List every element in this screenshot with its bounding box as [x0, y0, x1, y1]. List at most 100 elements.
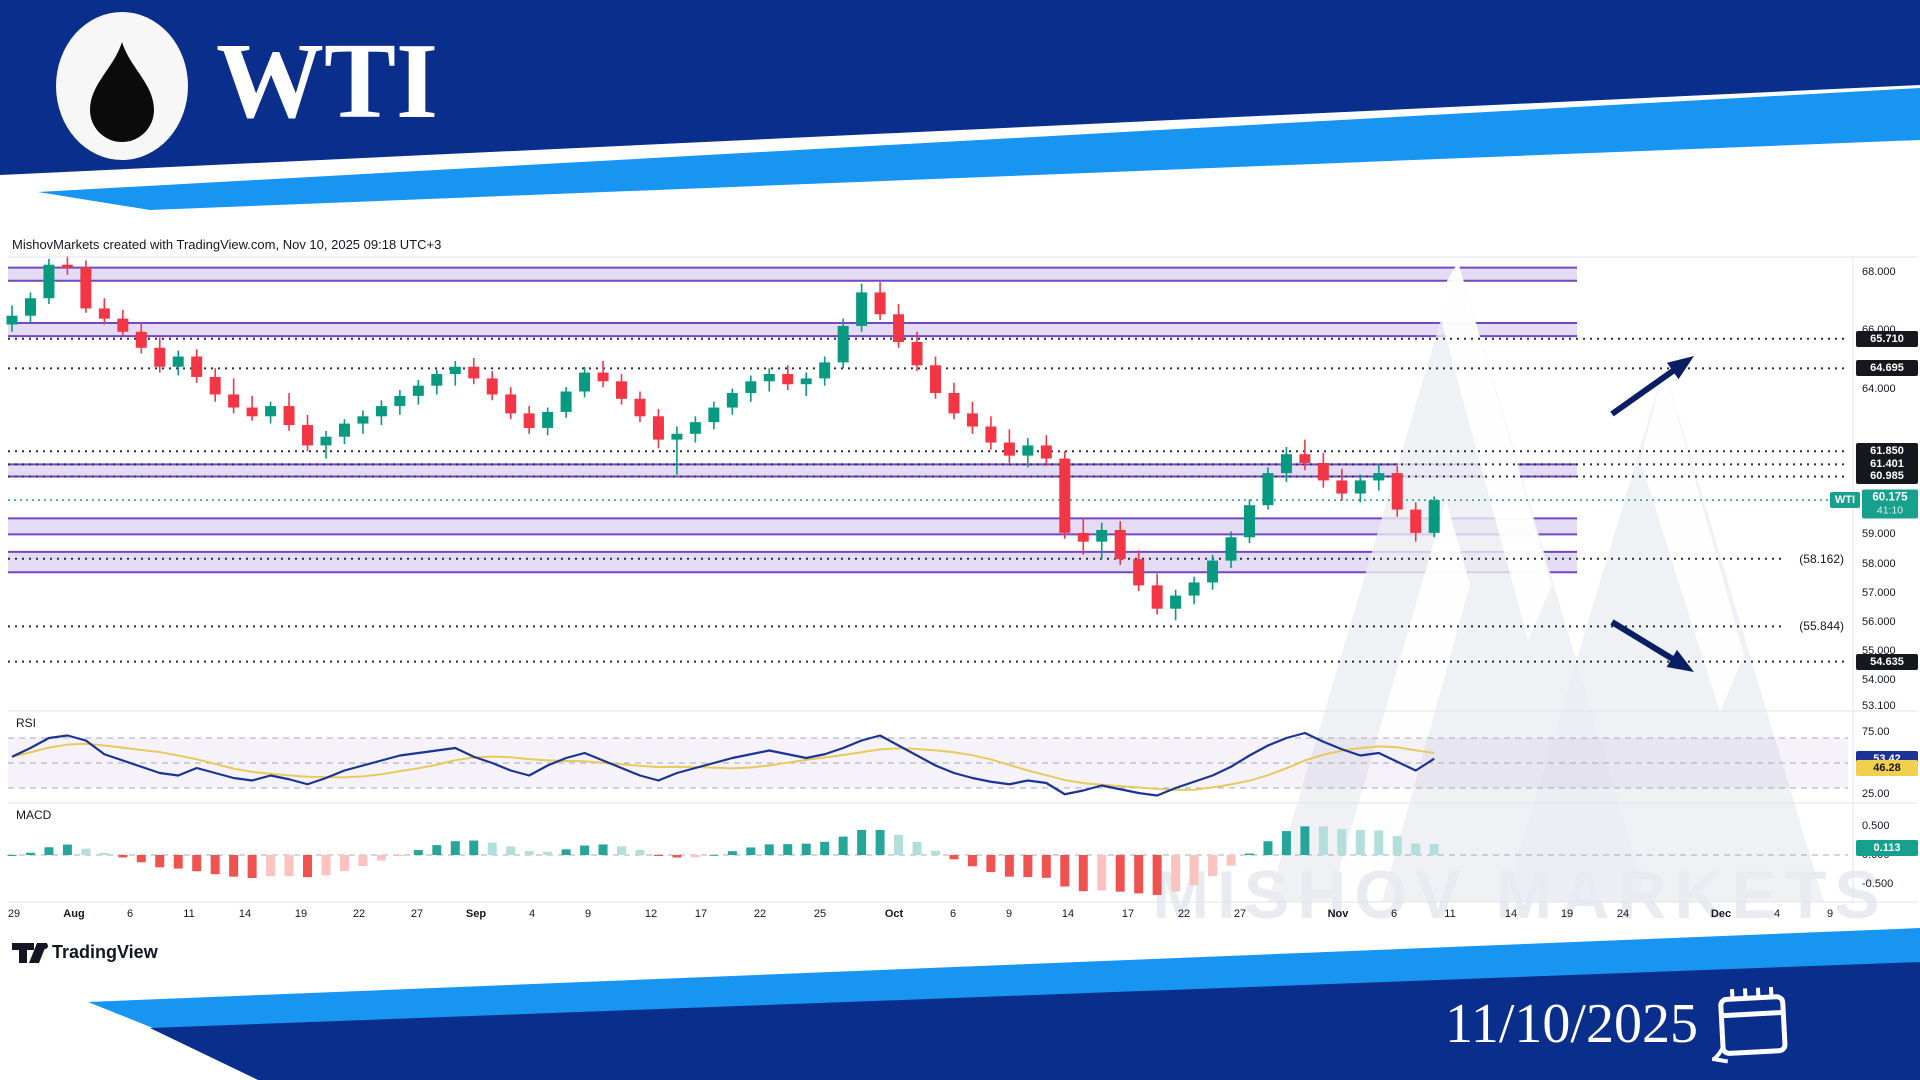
supply-demand-zones-layer — [8, 266, 1577, 574]
zone-rect[interactable] — [8, 464, 1577, 477]
price-level-badge[interactable]: 54.635 — [1856, 653, 1918, 670]
up-arrow-annotation[interactable] — [1610, 356, 1694, 417]
candle-body — [911, 341, 923, 366]
macd-histogram-bar — [764, 844, 774, 855]
date-axis-label: 19 — [1560, 908, 1574, 920]
candle-body — [782, 374, 794, 385]
macd-histogram-bar — [358, 855, 368, 867]
price-level-badge[interactable]: 64.695 — [1856, 360, 1918, 377]
tradingview-brand-text[interactable]: TradingView — [52, 942, 158, 962]
date-axis-label: 9 — [1005, 908, 1013, 920]
macd-histogram-bar — [1171, 855, 1181, 892]
macd-histogram-bar — [1337, 829, 1347, 855]
macd-pane-layer — [7, 826, 1848, 895]
macd-histogram-bar — [1004, 855, 1014, 877]
candle-body — [61, 264, 73, 268]
price-tick-label: 68.000 — [1862, 266, 1896, 278]
date-axis-label: 11 — [183, 908, 195, 920]
rsi-signal-line — [11, 742, 1435, 791]
macd-histogram-bar — [912, 842, 922, 855]
macd-histogram-bar — [173, 855, 183, 869]
macd-histogram-bar — [192, 855, 202, 872]
candle-body — [228, 394, 240, 408]
macd-histogram-bar — [469, 840, 479, 855]
date-axis-label: 6 — [949, 908, 957, 920]
candle-body — [172, 356, 184, 367]
candle-body — [671, 433, 683, 440]
date-axis-label: 27 — [1233, 908, 1247, 920]
price-level-badge[interactable]: 65.710 — [1856, 330, 1918, 347]
candle-body — [579, 372, 591, 392]
macd-histogram-bar — [1023, 855, 1033, 878]
rsi-signal-badge: 46.28 — [1856, 759, 1918, 776]
date-axis-label: 27 — [410, 908, 424, 920]
macd-histogram-bar — [931, 850, 940, 855]
date-axis-label: 14 — [238, 908, 252, 920]
candle-body — [1317, 462, 1329, 481]
candle-body — [320, 436, 332, 446]
candle-body — [948, 392, 960, 414]
candle-body — [412, 385, 424, 396]
date-axis-label: 22 — [1177, 908, 1191, 920]
macd-histogram-bar — [690, 855, 700, 858]
date-axis-label: Dec — [1710, 908, 1732, 920]
zone-rect[interactable] — [8, 518, 1577, 535]
header-banner — [0, 0, 1920, 210]
candle-body — [265, 406, 277, 417]
macd-histogram-bar — [598, 844, 608, 855]
date-axis-label: 22 — [753, 908, 767, 920]
macd-histogram-bar — [506, 846, 516, 855]
price-level-badge[interactable]: 61.401 — [1856, 456, 1918, 473]
macd-histogram-bar — [617, 846, 627, 855]
candle-body — [486, 378, 498, 395]
zone-rect[interactable] — [8, 323, 1577, 337]
macd-histogram-bar — [1208, 855, 1218, 877]
macd-histogram-bar — [875, 829, 885, 855]
candle-body — [302, 425, 314, 446]
macd-tick-label: -0.500 — [1862, 878, 1894, 890]
candle-body — [1354, 480, 1366, 494]
price-level-badge[interactable]: 60.985 — [1856, 468, 1918, 485]
candle-body — [1077, 532, 1089, 542]
candle-body — [117, 318, 129, 332]
date-axis-label: Oct — [884, 908, 904, 920]
date-axis-label: Aug — [63, 908, 85, 920]
macd-histogram-bar — [321, 855, 331, 876]
price-level-badge[interactable]: 61.850 — [1856, 443, 1918, 460]
macd-histogram-bar — [524, 851, 534, 855]
arrow-annotations-layer — [1610, 356, 1694, 672]
candle-body — [1410, 509, 1422, 533]
macd-histogram-bar — [986, 855, 996, 873]
candle-body — [560, 391, 572, 412]
date-axis-label: 14 — [1061, 908, 1075, 920]
candle-body — [652, 416, 664, 440]
price-tick-label: 57.000 — [1862, 586, 1896, 599]
date-axis-label: 17 — [694, 908, 708, 920]
candle-body — [209, 376, 221, 395]
macd-histogram-bar — [1060, 855, 1070, 887]
zone-rect[interactable] — [8, 267, 1577, 281]
macd-histogram-bar — [653, 855, 663, 856]
footer-blue-stripe — [88, 928, 1920, 1030]
candle-body — [542, 411, 554, 428]
down-arrow-annotation[interactable] — [1610, 619, 1694, 672]
macd-histogram-bar — [450, 841, 460, 855]
rsi-tick-label: 75.00 — [1862, 725, 1890, 738]
candle-body — [1022, 445, 1034, 456]
candle-body — [6, 315, 18, 325]
candles-layer — [6, 255, 1440, 621]
footer-date: 11/10/2025 — [1444, 993, 1698, 1055]
candle-body — [1373, 473, 1385, 481]
macd-histogram-bar — [487, 842, 497, 855]
macd-histogram-bar — [580, 845, 590, 855]
price-tick-label: 59.000 — [1862, 528, 1896, 541]
candle-body — [1391, 473, 1403, 510]
macd-histogram-bar — [1041, 855, 1051, 878]
zone-rect[interactable] — [8, 551, 1577, 573]
date-axis-label: Nov — [1327, 908, 1349, 920]
candle-body — [616, 381, 628, 399]
macd-histogram-bar — [432, 845, 442, 855]
date-axis-label: 29 — [7, 908, 21, 920]
candle-body — [708, 407, 720, 423]
